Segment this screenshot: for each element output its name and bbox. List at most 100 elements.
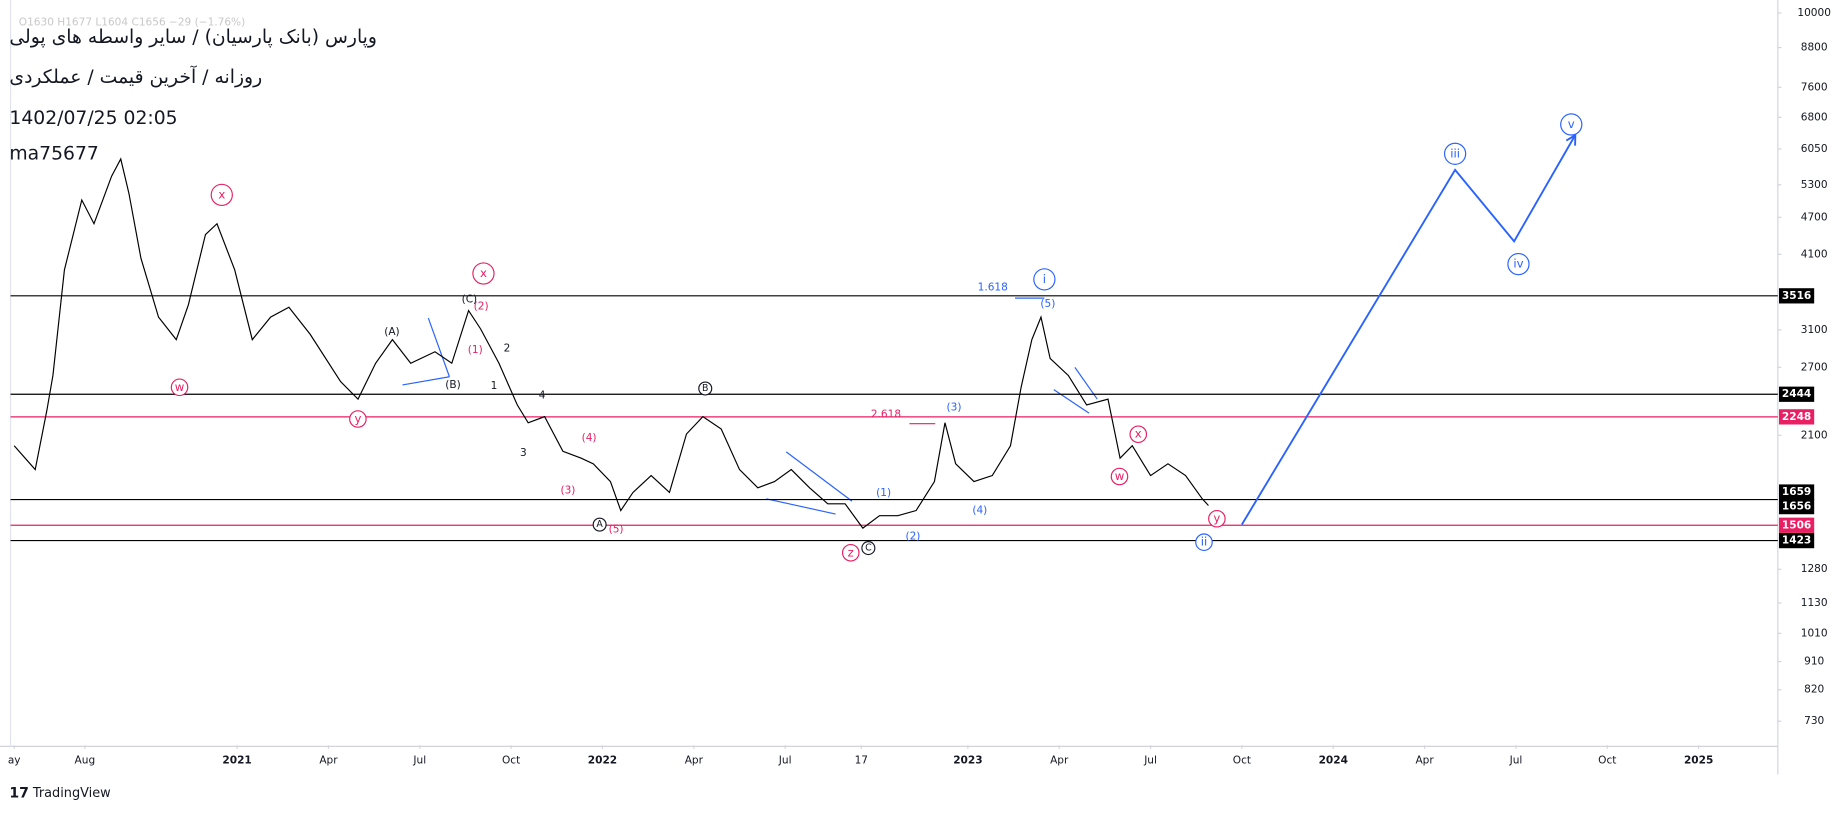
brand-logo: 17	[9, 785, 29, 801]
trendline	[402, 376, 450, 386]
wave-circle	[698, 381, 713, 396]
wave-circle	[592, 517, 607, 532]
y-tick-label: 6800	[1801, 111, 1828, 123]
wave-label: x	[480, 266, 487, 280]
price-badge-label: 2444	[1782, 388, 1811, 400]
x-tick-label: 2023	[953, 754, 982, 766]
price-badge-label: 3516	[1782, 290, 1811, 302]
x-tick-label: Apr	[1050, 754, 1069, 766]
wave-circle	[861, 541, 876, 556]
x-tick-label: 2021	[222, 754, 251, 766]
author: ma75677	[9, 143, 98, 164]
wave-circle	[1195, 533, 1213, 552]
price-badge	[1778, 409, 1815, 425]
price-badge-label: 1659	[1782, 486, 1811, 498]
wave-label: y	[354, 411, 361, 425]
y-tick-label: 8800	[1801, 42, 1828, 54]
wave-label: 2.618	[871, 408, 901, 420]
y-tick-label: 3100	[1801, 324, 1828, 336]
wave-circle	[349, 410, 367, 428]
wave-circle	[1208, 509, 1226, 528]
price-badge	[1778, 498, 1815, 515]
arrow-head	[1565, 133, 1577, 146]
brand: TradingView	[32, 786, 111, 801]
x-tick-label: Oct	[1598, 754, 1616, 766]
wave-circle	[1129, 425, 1148, 444]
y-tick-label: 1130	[1801, 597, 1828, 609]
x-tick-label: 17	[855, 754, 868, 766]
price-badge	[1778, 517, 1815, 533]
x-tick-label: Jul	[412, 754, 426, 766]
wave-label: v	[1568, 117, 1575, 131]
y-tick-label: 1010	[1801, 627, 1828, 639]
y-tick-label: 2700	[1801, 361, 1828, 373]
wave-label: (4)	[972, 505, 987, 517]
wave-label: (3)	[560, 485, 575, 497]
wave-circle	[1110, 467, 1129, 486]
wave-circle	[472, 262, 495, 285]
wave-label: (2)	[474, 300, 489, 312]
price-badge	[1778, 386, 1815, 402]
price-badge-label: 2248	[1782, 411, 1811, 423]
wave-label: iv	[1513, 257, 1523, 271]
wave-circle	[1507, 252, 1530, 276]
price-badge	[1778, 484, 1815, 500]
x-tick-label: Jul	[1509, 754, 1523, 766]
trendline	[785, 451, 853, 502]
y-tick-label: 7600	[1801, 81, 1828, 93]
wave-label: (4)	[582, 432, 597, 444]
wave-label: 1	[491, 380, 498, 392]
projection-line	[1241, 134, 1577, 525]
wave-label: iii	[1450, 146, 1460, 160]
wave-circle	[210, 183, 233, 207]
price-badge	[1778, 532, 1815, 549]
wave-label: A	[596, 519, 603, 530]
wave-circle	[841, 543, 860, 562]
wave-label: z	[848, 545, 854, 559]
price-badge-label: 1506	[1782, 519, 1811, 531]
chart-title: وپارس (بانک پارسیان) / سایر واسطه های پو…	[9, 27, 377, 48]
x-tick-label: Apr	[685, 754, 704, 766]
x-tick-label: Aug	[75, 754, 96, 766]
x-tick-label: Jul	[778, 754, 792, 766]
chart-subtitle: روزانه / آخرین قیمت / عملکردی	[9, 65, 262, 88]
x-tick-label: Oct	[1233, 754, 1251, 766]
trendline	[766, 498, 836, 515]
wave-circle	[1033, 268, 1056, 291]
y-tick-label: 4100	[1801, 248, 1828, 260]
x-tick-label: Oct	[502, 754, 520, 766]
x-tick-label: 2024	[1319, 754, 1348, 766]
wave-label: (1)	[876, 487, 891, 499]
y-tick-label: 2100	[1801, 429, 1828, 441]
x-tick-label: 2025	[1684, 754, 1713, 766]
wave-label: 2	[504, 343, 511, 355]
wave-label: B	[702, 383, 708, 394]
x-tick-label: Jul	[1143, 754, 1157, 766]
wave-label: 4	[539, 390, 546, 402]
wave-label: (5)	[1040, 298, 1055, 310]
y-tick-label: 10000	[1797, 7, 1831, 19]
y-tick-label: 4700	[1801, 211, 1828, 223]
price-badge-label: 1423	[1782, 535, 1811, 547]
wave-label: (C)	[462, 293, 478, 305]
price-badge-label: 1656	[1782, 501, 1811, 513]
datetime: 1402/07/25 02:05	[9, 108, 177, 129]
wave-label: ii	[1201, 535, 1208, 549]
wave-label: (3)	[947, 401, 962, 413]
y-tick-label: 730	[1804, 715, 1824, 727]
wave-label: (A)	[384, 326, 399, 338]
wave-label: w	[1115, 469, 1125, 483]
y-tick-label: 1280	[1801, 563, 1828, 575]
y-tick-label: 820	[1804, 684, 1824, 696]
wave-label: i	[1043, 272, 1046, 286]
wave-label: y	[1213, 511, 1220, 525]
ohlc-readout: O1630 H1677 L1604 C1656 −29 (−1.76%)	[19, 16, 245, 28]
wave-label: 1.618	[978, 282, 1008, 294]
wave-label: x	[1135, 427, 1142, 441]
y-tick-label: 910	[1804, 656, 1824, 668]
price-line	[13, 157, 1209, 529]
trendline	[427, 317, 450, 377]
y-tick-label: 6050	[1801, 143, 1828, 155]
wave-circle	[1443, 142, 1467, 165]
